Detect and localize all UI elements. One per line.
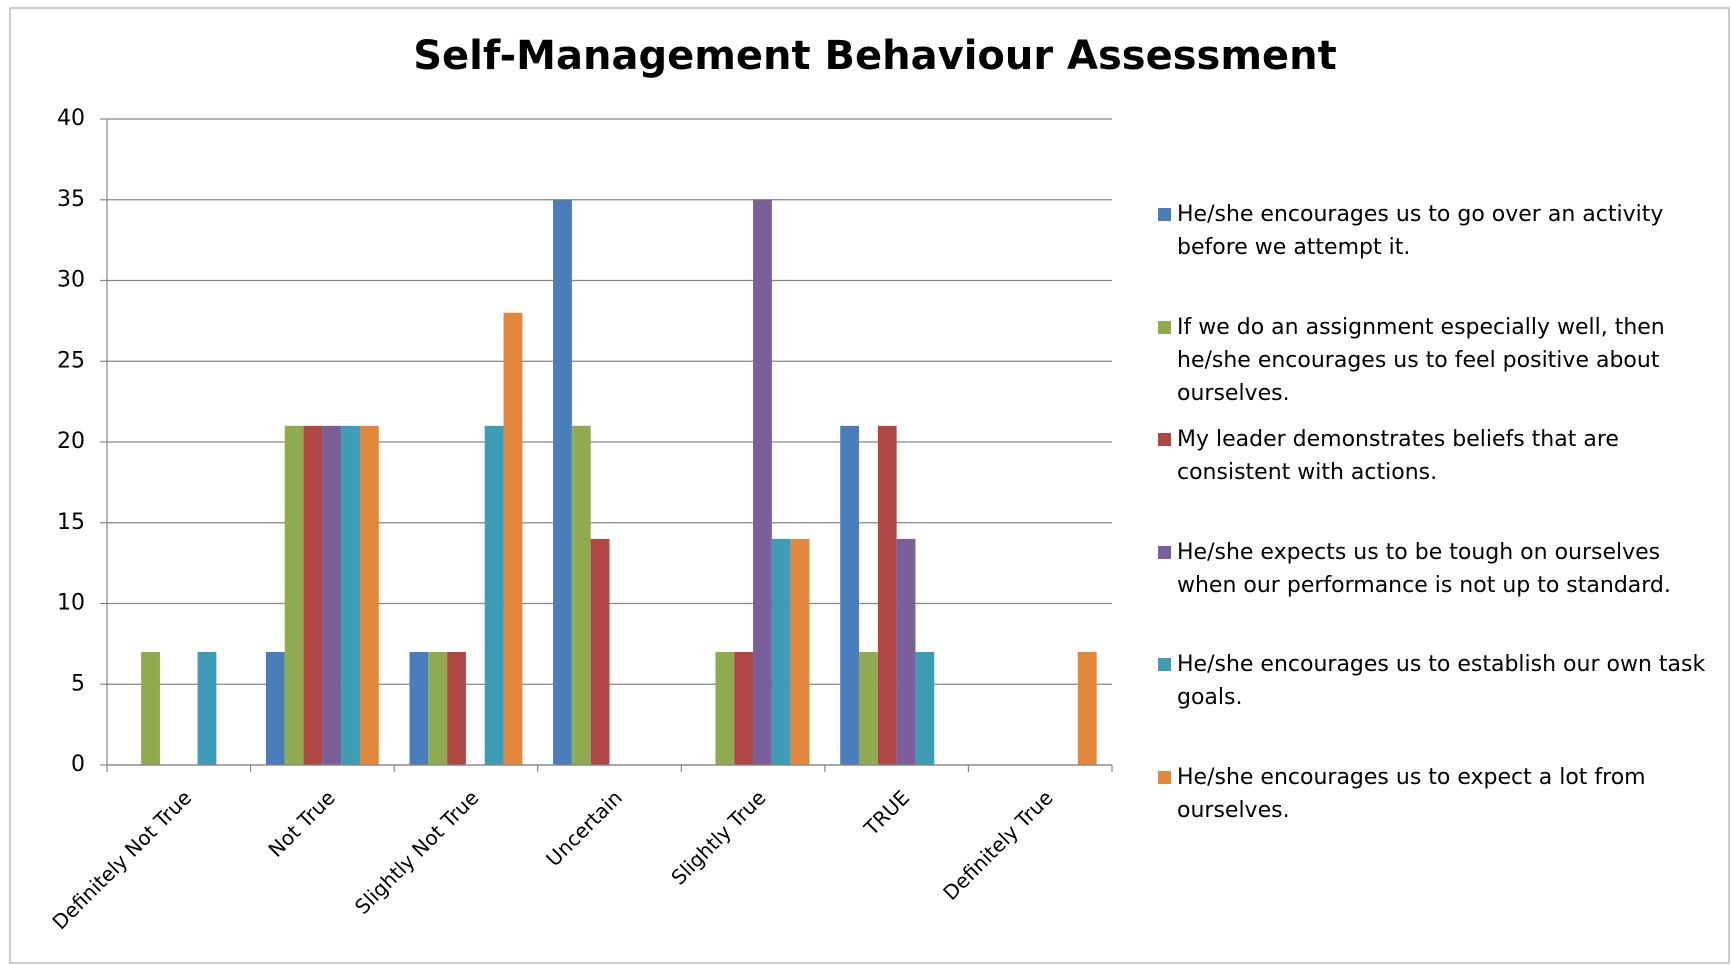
legend-swatch (1158, 545, 1171, 559)
y-tick-label: 30 (57, 268, 85, 293)
bar (590, 538, 610, 765)
bar (141, 651, 160, 765)
bar (265, 651, 285, 765)
bar (428, 651, 448, 765)
legend-label: If we do an assignment especially well, … (1177, 314, 1665, 406)
y-tick-label: 15 (57, 510, 85, 535)
bar (553, 199, 572, 765)
y-tick-label: 40 (57, 106, 85, 131)
legend-swatch (1158, 320, 1171, 334)
bar (503, 312, 523, 765)
bar (896, 538, 916, 765)
legend-swatch (1158, 208, 1171, 221)
legend-label: He/she encourages us to go over an activ… (1177, 202, 1664, 260)
chart-title: Self-Management Behaviour Assessment (413, 33, 1337, 79)
y-tick-label: 20 (57, 429, 85, 454)
legend-label: My leader demonstrates beliefs that are … (1177, 427, 1619, 486)
bar (840, 425, 860, 765)
bar (1077, 651, 1097, 765)
bar (790, 538, 810, 765)
bar (409, 651, 429, 765)
bar (341, 425, 360, 765)
legend-item: If we do an assignment especially well, … (1158, 311, 1718, 410)
legend-item: He/she expects us to be tough on ourselv… (1158, 536, 1718, 602)
bar (877, 425, 897, 765)
bar (753, 199, 772, 765)
legend-item: He/she encourages us to go over an activ… (1158, 198, 1718, 264)
legend-item: He/she encourages us to establish our ow… (1158, 648, 1718, 714)
legend-label: He/she expects us to be tough on ourselv… (1177, 539, 1671, 598)
bar (915, 651, 935, 765)
bar (484, 425, 504, 765)
y-tick-label: 5 (71, 671, 85, 696)
legend-item: He/she encourages us to expect a lot fro… (1158, 761, 1718, 827)
bar (771, 538, 791, 765)
bar (284, 425, 304, 765)
bar (715, 651, 735, 765)
bar (359, 425, 379, 765)
y-tick-label: 35 (57, 187, 85, 212)
legend-swatch (1158, 771, 1171, 784)
y-tick-label: 0 (71, 752, 85, 777)
bar (303, 425, 323, 765)
bar (197, 651, 217, 765)
legend-item: My leader demonstrates beliefs that are … (1158, 423, 1718, 489)
bar (859, 651, 878, 765)
bar (734, 651, 754, 765)
legend-swatch (1158, 658, 1171, 672)
bar (571, 425, 591, 765)
bar (447, 651, 466, 765)
y-tick-label: 10 (57, 591, 85, 616)
legend-label: He/she encourages us to establish our ow… (1177, 652, 1706, 711)
y-tick-label: 25 (57, 348, 85, 373)
legend-label: He/she encourages us to expect a lot fro… (1177, 765, 1646, 823)
legend-swatch (1158, 433, 1171, 447)
bar (322, 425, 342, 765)
